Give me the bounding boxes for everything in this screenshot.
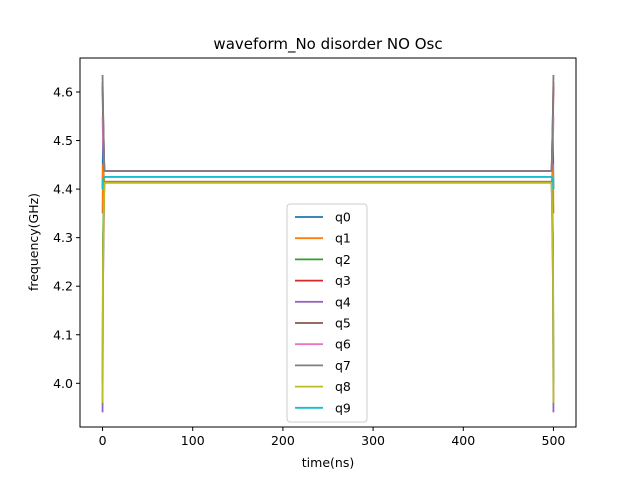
x-axis-ticks: 0 100 200 300 400 500 xyxy=(99,427,566,448)
legend-label-q2: q2 xyxy=(335,252,351,267)
legend-label-q9: q9 xyxy=(335,400,351,415)
y-tick-label: 4.0 xyxy=(53,376,73,391)
y-tick-label: 4.5 xyxy=(53,133,73,148)
legend-label-q6: q6 xyxy=(335,337,351,352)
chart-title: waveform_No disorder NO Osc xyxy=(213,35,442,54)
legend-label-q0: q0 xyxy=(335,210,351,225)
x-tick-label: 200 xyxy=(271,433,295,448)
legend-label-q3: q3 xyxy=(335,273,351,288)
y-tick-label: 4.3 xyxy=(53,230,73,245)
legend-box xyxy=(286,203,368,423)
series-line-q8 xyxy=(101,181,555,403)
legend-label-q1: q1 xyxy=(335,231,351,246)
series-line-q9 xyxy=(101,176,555,190)
x-tick-label: 100 xyxy=(181,433,205,448)
legend-label-q4: q4 xyxy=(335,294,351,309)
y-axis-ticks: 4.0 4.1 4.2 4.3 4.4 4.5 4.6 xyxy=(53,84,80,391)
series-layer xyxy=(101,74,555,413)
series-line-q7 xyxy=(101,74,555,173)
x-tick-label: 0 xyxy=(99,433,107,448)
y-tick-label: 4.6 xyxy=(53,84,73,99)
x-tick-label: 500 xyxy=(542,433,566,448)
legend-label-q7: q7 xyxy=(335,358,351,373)
legend: q0 q1 q2 q3 q4 q5 q6 q7 q8 q9 xyxy=(286,203,368,423)
y-tick-label: 4.2 xyxy=(53,279,73,294)
legend-label-q5: q5 xyxy=(335,316,351,331)
y-axis-label: frequency(GHz) xyxy=(26,193,41,291)
plot-frame xyxy=(79,57,577,428)
x-tick-label: 400 xyxy=(451,433,475,448)
y-tick-label: 4.1 xyxy=(53,327,73,342)
x-tick-label: 300 xyxy=(361,433,385,448)
y-tick-label: 4.4 xyxy=(53,182,73,197)
legend-label-q8: q8 xyxy=(335,379,351,394)
x-axis-label: time(ns) xyxy=(302,455,354,470)
